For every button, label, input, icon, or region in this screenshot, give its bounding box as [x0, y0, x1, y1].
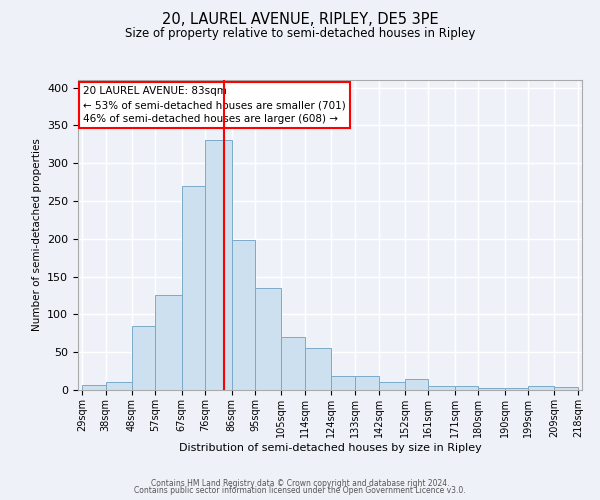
Bar: [132, 326, 155, 390]
Bar: [205, 140, 232, 390]
Bar: [379, 382, 405, 390]
Y-axis label: Number of semi-detached properties: Number of semi-detached properties: [32, 138, 41, 332]
Bar: [554, 387, 578, 390]
Text: Size of property relative to semi-detached houses in Ripley: Size of property relative to semi-detach…: [125, 28, 475, 40]
Bar: [528, 386, 554, 390]
Bar: [355, 376, 379, 390]
Text: Contains public sector information licensed under the Open Government Licence v3: Contains public sector information licen…: [134, 486, 466, 495]
Bar: [478, 388, 505, 390]
X-axis label: Distribution of semi-detached houses by size in Ripley: Distribution of semi-detached houses by …: [179, 442, 481, 452]
Bar: [106, 382, 132, 390]
Bar: [455, 386, 478, 390]
Text: 20, LAUREL AVENUE, RIPLEY, DE5 3PE: 20, LAUREL AVENUE, RIPLEY, DE5 3PE: [161, 12, 439, 28]
Bar: [255, 288, 281, 390]
Bar: [405, 378, 428, 390]
Bar: [232, 240, 255, 390]
Bar: [505, 388, 528, 390]
Bar: [305, 348, 331, 390]
Bar: [182, 186, 205, 390]
Bar: [155, 296, 182, 390]
Text: Contains HM Land Registry data © Crown copyright and database right 2024.: Contains HM Land Registry data © Crown c…: [151, 478, 449, 488]
Bar: [281, 337, 305, 390]
Bar: [428, 386, 455, 390]
Bar: [82, 384, 106, 390]
Bar: [331, 376, 355, 390]
Text: 20 LAUREL AVENUE: 83sqm
← 53% of semi-detached houses are smaller (701)
46% of s: 20 LAUREL AVENUE: 83sqm ← 53% of semi-de…: [83, 86, 346, 124]
